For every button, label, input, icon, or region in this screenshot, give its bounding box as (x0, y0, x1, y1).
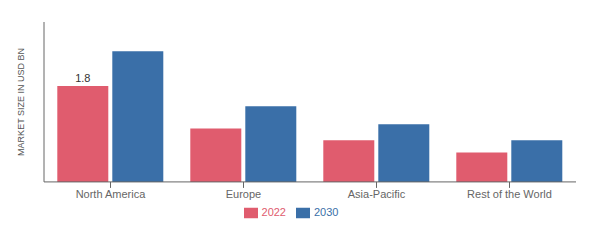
svg-text:MARKET SIZE IN USD BN: MARKET SIZE IN USD BN (16, 48, 26, 156)
html-text:2030: 2030 (314, 205, 339, 218)
svg-text:1.8: 1.8 (75, 72, 90, 84)
html-text:2022: 2022 (261, 205, 286, 218)
svg-text:Rest of the World: Rest of the World (467, 188, 552, 200)
svg-text:North America: North America (76, 188, 147, 200)
svg-text:Europe: Europe (226, 188, 261, 200)
svg-text:Asia-Pacific: Asia-Pacific (348, 188, 406, 200)
